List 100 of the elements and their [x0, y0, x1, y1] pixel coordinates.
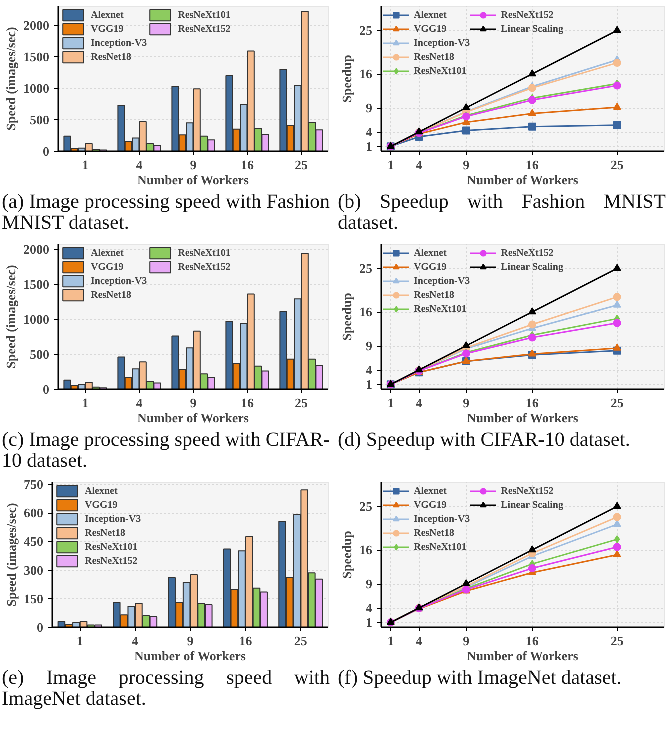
- x-tick-label: 16: [241, 158, 254, 172]
- y-tick-label: 25: [360, 23, 373, 38]
- legend-label: ResNeXt101: [414, 64, 467, 78]
- legend-label: Linear Scaling: [501, 260, 564, 274]
- x-tick-label: 25: [610, 634, 624, 648]
- text: (e) Image processing speed with ImageNet dataset.: [2, 667, 330, 710]
- y-tick-label: 9: [366, 338, 373, 354]
- text: (a) Image processing speed with Fashion MNIST dataset.: [2, 191, 330, 234]
- legend-label: ResNet18: [414, 526, 455, 540]
- x-tick-label: 9: [187, 634, 194, 648]
- legend-label: Inception-V3: [91, 36, 148, 50]
- legend-label: ResNeXt101: [178, 8, 231, 22]
- y-tick-label: 750: [24, 476, 44, 492]
- y-tick-label: 0: [43, 382, 50, 397]
- x-axis-title: Number of Workers: [467, 648, 579, 664]
- x-tick-label: 9: [463, 634, 470, 648]
- legend-label: VGG19: [85, 498, 118, 512]
- legend-label: ResNet18: [414, 50, 455, 64]
- x-tick-label: 9: [190, 158, 198, 172]
- text: (b) Speedup with Fashion MNIST dataset.: [338, 191, 666, 234]
- legend-label: VGG19: [91, 22, 124, 36]
- y-tick-label: 4: [366, 600, 373, 616]
- x-tick-label: 16: [239, 634, 253, 648]
- text: (c) Image processing speed with CIFAR-10 dataset.: [2, 429, 330, 472]
- legend-label: Alexnet: [414, 8, 447, 22]
- y-axis-title: Speed (images/sec): [4, 27, 18, 131]
- x-tick-label: 4: [136, 396, 144, 410]
- x-tick-label: 9: [190, 396, 198, 410]
- legend-label: ResNeXt101: [178, 246, 231, 260]
- x-tick-label: 1: [388, 396, 394, 410]
- legend-label: Alexnet: [91, 8, 124, 22]
- y-tick-label: 25: [360, 499, 373, 514]
- x-tick-label: 1: [76, 634, 84, 648]
- legend-label: ResNet18: [414, 288, 455, 302]
- y-tick-label: 1500: [24, 276, 50, 292]
- y-tick-label: 16: [360, 304, 373, 320]
- text: (d) Speedup with CIFAR-10 dataset.: [338, 429, 630, 451]
- y-tick-label: 0: [37, 620, 44, 635]
- x-tick-label: 4: [132, 634, 140, 648]
- x-tick-label: 4: [416, 158, 423, 172]
- legend-label: Alexnet: [414, 484, 447, 498]
- legend-label: Linear Scaling: [501, 498, 564, 512]
- y-tick-label: 2000: [24, 242, 50, 257]
- legend-label: ResNet18: [91, 50, 132, 64]
- y-tick-label: 1: [366, 139, 372, 154]
- text: (f) Speedup with ImageNet dataset.: [338, 667, 622, 689]
- y-tick-label: 300: [24, 562, 44, 578]
- y-axis-title: Speedup: [340, 531, 354, 579]
- legend-label: ResNeXt101: [414, 302, 467, 316]
- y-tick-label: 150: [24, 591, 44, 606]
- y-tick-label: 4: [366, 362, 373, 378]
- y-tick-label: 500: [30, 346, 50, 362]
- x-tick-label: 4: [416, 396, 423, 410]
- x-axis-title: Number of Workers: [467, 172, 579, 188]
- legend-label: Inception-V3: [414, 36, 470, 50]
- legend-label: Inception-V3: [91, 274, 148, 288]
- legend-label: Inception-V3: [414, 274, 470, 288]
- legend-label: ResNeXt152: [501, 246, 554, 260]
- x-tick-label: 9: [463, 396, 470, 410]
- legend-label: Inception-V3: [414, 512, 470, 526]
- x-tick-label: 4: [416, 634, 423, 648]
- x-tick-label: 25: [294, 634, 308, 648]
- y-tick-label: 16: [360, 66, 373, 82]
- x-tick-label: 9: [463, 158, 470, 172]
- x-axis-title: Number of Workers: [467, 410, 579, 426]
- legend-label: ResNeXt101: [414, 540, 467, 554]
- legend-label: VGG19: [414, 498, 447, 512]
- x-tick-label: 25: [295, 158, 308, 172]
- legend-label: Alexnet: [414, 246, 447, 260]
- y-tick-label: 1000: [24, 80, 50, 96]
- x-axis-title: Number of Workers: [138, 172, 250, 188]
- y-tick-label: 450: [24, 534, 44, 550]
- y-tick-label: 16: [360, 542, 373, 558]
- legend-label: ResNeXt152: [178, 22, 231, 36]
- legend-label: ResNet18: [91, 288, 132, 302]
- x-tick-label: 1: [388, 634, 394, 648]
- legend-label: Alexnet: [85, 484, 118, 498]
- y-tick-label: 25: [360, 261, 373, 276]
- y-tick-label: 1500: [24, 49, 50, 64]
- y-axis-title: Speed (images/sec): [4, 265, 18, 369]
- y-tick-label: 500: [30, 112, 50, 128]
- x-tick-label: 16: [526, 634, 540, 648]
- y-axis-title: Speed (images/sec): [4, 503, 19, 607]
- legend-label: ResNeXt152: [178, 260, 231, 274]
- y-tick-label: 4: [366, 124, 373, 140]
- x-tick-label: 1: [82, 396, 89, 410]
- y-tick-label: 9: [366, 576, 373, 592]
- y-tick-label: 9: [366, 100, 373, 116]
- x-tick-label: 1: [82, 158, 89, 172]
- x-tick-label: 16: [526, 396, 540, 410]
- y-axis-title: Speedup: [340, 55, 354, 103]
- y-tick-label: 1: [366, 377, 372, 392]
- legend-label: VGG19: [91, 260, 124, 274]
- legend-label: ResNeXt152: [501, 8, 554, 22]
- x-tick-label: 25: [610, 396, 624, 410]
- y-tick-label: 0: [43, 144, 50, 159]
- legend-label: Alexnet: [91, 246, 124, 260]
- legend-label: ResNeXt101: [85, 540, 138, 554]
- x-tick-label: 25: [295, 396, 308, 410]
- x-tick-label: 16: [241, 396, 254, 410]
